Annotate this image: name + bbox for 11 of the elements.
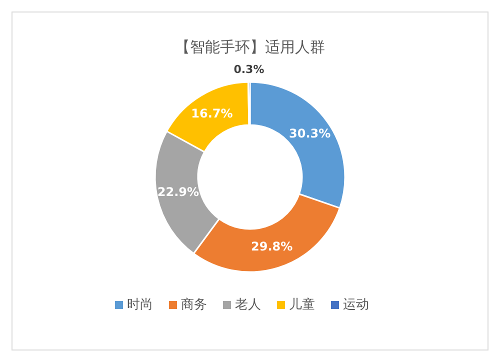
data-label: 22.9%: [157, 185, 200, 200]
legend-label: 时尚: [127, 298, 153, 313]
data-label: 0.3%: [234, 63, 264, 76]
legend-label: 商务: [181, 298, 207, 313]
data-label: 29.8%: [251, 239, 293, 254]
chart-title: 【智能手环】适用人群: [175, 38, 325, 56]
legend-label: 儿童: [289, 296, 315, 313]
data-label: 30.3%: [289, 126, 331, 141]
data-label: 16.7%: [191, 106, 233, 120]
legend-label: 运动: [343, 298, 369, 313]
legend-label: 老人: [235, 298, 261, 313]
